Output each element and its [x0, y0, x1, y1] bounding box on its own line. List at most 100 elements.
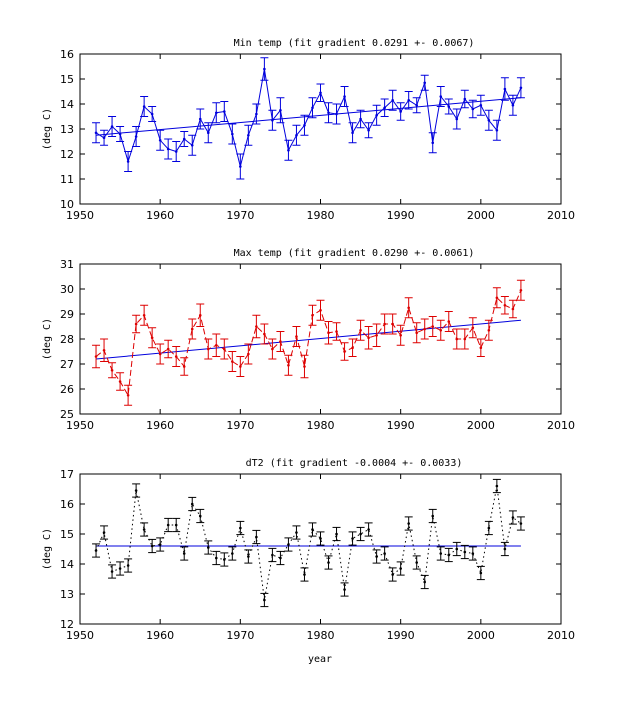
max-temp-data-point: [399, 333, 402, 337]
max-temp-data-point: [375, 333, 378, 337]
min-temp-ytick-label: 16: [60, 48, 74, 61]
dt2-data-point: [239, 526, 242, 530]
dt2-data-point: [247, 555, 250, 558]
dt2-data-point: [214, 556, 218, 560]
min-temp-data-point: [391, 98, 394, 102]
max-temp-xtick-label: 2000: [467, 419, 495, 432]
min-temp-data-point: [150, 112, 154, 116]
max-temp-data-point: [431, 325, 435, 328]
max-temp-data-point: [519, 288, 523, 292]
min-temp-data-point: [287, 148, 290, 152]
min-temp-xtick-label: 1960: [146, 209, 174, 222]
max-temp-data-point: [463, 337, 467, 341]
min-temp-data-point: [367, 128, 370, 132]
max-temp-data-point: [335, 330, 338, 333]
max-temp-data-point: [327, 331, 330, 335]
dt2-data-point: [327, 561, 330, 564]
min-temp-data-point: [311, 106, 314, 110]
dt2-data-point: [423, 580, 427, 584]
max-temp-xtick-label: 1970: [226, 419, 254, 432]
max-temp-data-point: [479, 346, 483, 350]
max-temp-data-point: [303, 365, 306, 368]
min-temp-ytick-label: 11: [60, 173, 74, 186]
min-temp-data-point: [503, 87, 507, 91]
max-temp-data-point: [190, 327, 194, 331]
dt2-xtick-label: 1970: [226, 629, 254, 642]
min-temp-xtick-label: 2000: [467, 209, 495, 222]
max-temp-data-point: [495, 296, 499, 300]
max-temp-data-point: [166, 347, 170, 351]
dt2-data-point: [102, 531, 106, 534]
min-temp-data-point: [343, 95, 346, 98]
max-temp-xtick-label: 1950: [66, 419, 94, 432]
dt2-data-point: [223, 558, 226, 561]
dt2-data-point: [351, 537, 354, 540]
dt2-data-point: [126, 564, 130, 567]
dt2-data-point: [415, 561, 419, 564]
dt2-data-point: [231, 552, 234, 555]
min-temp-data-point: [182, 137, 186, 141]
max-temp-xtick-label: 1960: [146, 419, 174, 432]
min-temp-data-point: [223, 110, 226, 113]
max-temp-data-point: [94, 355, 98, 358]
dt2-data-point: [359, 532, 362, 536]
max-temp-ytick-label: 28: [60, 333, 74, 346]
max-temp-panel: Max temp (fit gradient 0.0290 +- 0.0061)…: [42, 248, 575, 432]
min-temp-data-point: [214, 111, 218, 115]
min-temp-series-line: [95, 68, 522, 167]
max-temp-data-point: [134, 322, 138, 326]
dt2-data-point: [503, 547, 507, 551]
dt2-data-point: [118, 567, 122, 570]
min-temp-xtick-label: 1970: [226, 209, 254, 222]
min-temp-data-point: [263, 67, 266, 71]
dt2-ytick-label: 17: [60, 468, 74, 481]
dt2-ylabel: (deg C): [42, 528, 53, 570]
max-temp-data-point: [415, 331, 419, 335]
max-temp-data-point: [263, 332, 266, 336]
dt2-data-point: [447, 553, 451, 557]
dt2-data-point: [407, 522, 410, 525]
max-temp-data-point: [110, 368, 114, 372]
min-temp-data-point: [102, 136, 106, 140]
max-temp-series-line: [95, 290, 522, 397]
min-temp-data-point: [255, 112, 258, 116]
max-temp-data-point: [407, 306, 410, 310]
max-temp-ytick-label: 27: [60, 358, 74, 371]
max-temp-xtick-label: 2010: [547, 419, 575, 432]
max-temp-data-point: [487, 328, 491, 332]
min-temp-data-point: [487, 118, 491, 122]
min-temp-data-point: [359, 117, 362, 121]
min-temp-title: Min temp (fit gradient 0.0291 +- 0.0067): [234, 38, 475, 49]
dt2-data-point: [263, 598, 266, 602]
min-temp-data-point: [303, 123, 306, 127]
min-temp-data-point: [415, 103, 419, 107]
dt2-data-point: [375, 555, 378, 558]
min-temp-data-point: [118, 132, 122, 136]
min-temp-ytick-label: 12: [60, 148, 74, 161]
max-temp-data-point: [174, 355, 178, 358]
dt2-data-point: [495, 484, 499, 488]
max-temp-data-point: [503, 303, 507, 307]
dt2-data-point: [94, 549, 98, 552]
max-temp-data-point: [343, 350, 346, 353]
max-temp-fit-line: [95, 319, 521, 360]
min-temp-ytick-label: 10: [60, 198, 74, 211]
max-temp-data-point: [102, 348, 106, 352]
min-temp-data-point: [94, 131, 98, 135]
dt2-xtick-label: 2000: [467, 629, 495, 642]
min-temp-data-point: [158, 138, 162, 142]
dt2-xlabel: year: [308, 654, 332, 665]
dt2-data-point: [279, 556, 282, 560]
min-temp-data-point: [319, 91, 322, 95]
min-temp-data-point: [335, 112, 338, 116]
max-temp-ytick-label: 30: [60, 283, 74, 296]
min-temp-ytick-label: 14: [60, 98, 74, 111]
max-temp-xtick-label: 1990: [387, 419, 415, 432]
dt2-data-point: [383, 552, 386, 555]
dt2-xtick-label: 1960: [146, 629, 174, 642]
min-temp-data-point: [447, 105, 451, 108]
dt2-data-point: [479, 571, 483, 575]
dt2-data-point: [134, 489, 138, 492]
min-temp-data-point: [375, 113, 378, 117]
